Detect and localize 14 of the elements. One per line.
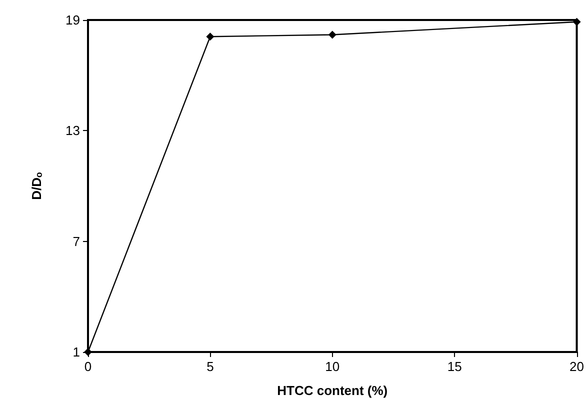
y-axis-title: D/Dₒ — [29, 171, 44, 200]
x-tick-label: 0 — [84, 359, 92, 374]
point — [206, 32, 214, 41]
y-tick-label: 13 — [66, 123, 80, 138]
x-tick-label: 5 — [206, 359, 214, 374]
x-tick-label: 10 — [325, 359, 340, 374]
y-tick-label: 1 — [72, 344, 80, 360]
point — [572, 18, 581, 26]
x-tick-label: 20 — [570, 359, 584, 374]
y-tick-label: 7 — [72, 234, 80, 249]
point — [328, 30, 336, 39]
x-axis-title: HTCC content (%) — [277, 383, 388, 398]
y-tick-label: 19 — [66, 12, 80, 28]
x-tick-label: 15 — [447, 359, 462, 374]
